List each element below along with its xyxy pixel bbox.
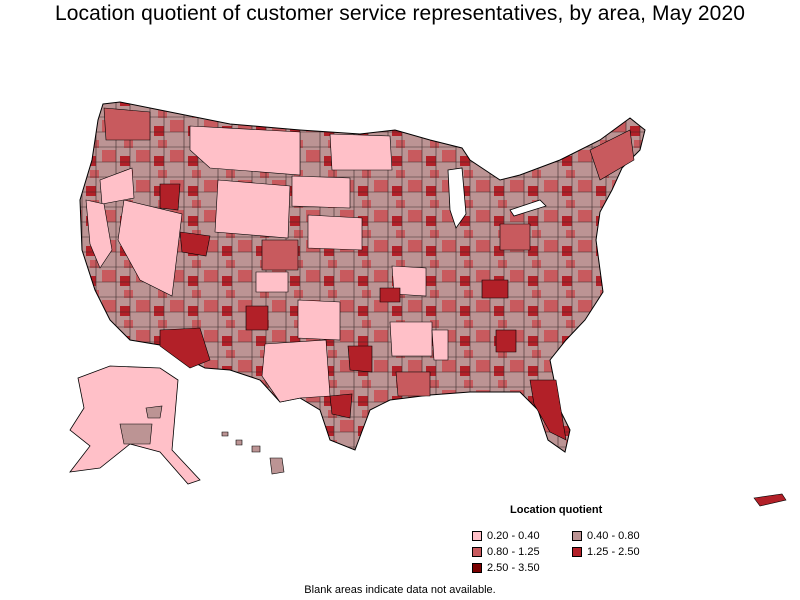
legend-item: 0.40 - 0.80 [572, 530, 640, 542]
texas-east-high [347, 345, 373, 373]
legend-item: 1.25 - 2.50 [572, 546, 640, 558]
kentucky-high [481, 279, 509, 299]
hawaii-island [269, 457, 285, 475]
north-dakota-low [329, 133, 393, 171]
legend-item: 0.20 - 0.40 [472, 530, 540, 542]
texas-south-high [329, 393, 353, 419]
washington-mid [103, 107, 151, 141]
hawaii-maui [251, 445, 261, 453]
legend-swatch [472, 531, 482, 541]
nebraska-low [307, 214, 363, 251]
oregon-east-low [99, 167, 135, 205]
northeast-mid [589, 129, 635, 181]
footnote: Blank areas indicate data not available. [304, 584, 496, 596]
mississippi-low [431, 329, 449, 361]
louisiana-mid [395, 371, 431, 397]
map-title: Location quotient of customer service re… [54, 2, 746, 25]
new-mexico-high [245, 305, 269, 331]
idaho-high [159, 183, 181, 211]
montana-low [189, 125, 301, 176]
legend-swatch [572, 531, 582, 541]
alaska-southwest [119, 423, 153, 445]
legend-title: Location quotient [510, 504, 603, 516]
legend-item: 0.80 - 1.25 [472, 546, 540, 558]
lake-erie [509, 199, 547, 217]
legend-swatch [472, 563, 482, 573]
florida-high [529, 379, 567, 441]
south-dakota-low [291, 175, 351, 209]
missouri-low [391, 265, 427, 297]
wyoming-low [214, 179, 291, 239]
legend-label: 0.40 - 0.80 [587, 530, 640, 542]
utah-high [179, 231, 211, 257]
legend-label: 0.80 - 1.25 [487, 546, 540, 558]
puerto-rico [753, 493, 787, 507]
hawaii-kauai [221, 431, 229, 437]
colorado-mid [261, 239, 299, 271]
alaska-kenai [145, 405, 163, 419]
legend-swatch [572, 547, 582, 557]
legend-item: 2.50 - 3.50 [472, 562, 540, 574]
arkansas-low [389, 321, 433, 357]
great-lakes [447, 167, 467, 229]
oklahoma-high [379, 287, 401, 303]
arizona-high [159, 327, 211, 369]
legend-swatch [472, 547, 482, 557]
ohio-mid [499, 223, 531, 251]
texas-north-low [297, 299, 341, 341]
legend-label: 1.25 - 2.50 [587, 546, 640, 558]
legend-label: 0.20 - 0.40 [487, 530, 540, 542]
georgia-high [495, 329, 517, 353]
kansas-low [255, 271, 289, 293]
texas-west-low [261, 339, 331, 403]
california-coast-low [85, 199, 113, 269]
legend-label: 2.50 - 3.50 [487, 562, 540, 574]
nevada-low [117, 199, 183, 297]
hawaii-oahu [235, 439, 243, 446]
